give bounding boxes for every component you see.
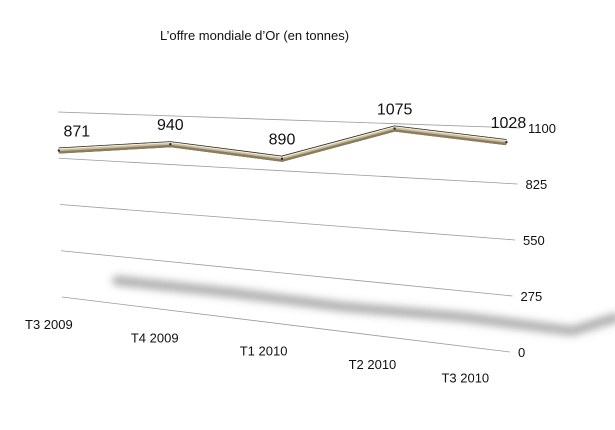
gridline [61,296,511,353]
chart-title: L’offre mondiale d’Or (en tonnes) [160,28,349,43]
data-point [57,149,61,152]
data-label: 871 [63,124,90,141]
x-tick-label: T2 2010 [349,357,397,372]
gridline [58,157,518,185]
gridline [57,111,521,129]
series-line-highlight [58,126,507,158]
data-label: 1075 [377,102,413,119]
gridline [60,250,513,297]
x-tick-label: T3 2010 [441,370,489,385]
x-tick-labels: T3 2009 T4 2009 T1 2010 T2 2010 T3 2010 [25,317,489,385]
x-tick-label: T1 2010 [240,344,288,359]
data-label: 1028 [491,115,527,132]
data-point [393,127,396,130]
line-layer [57,125,508,162]
y-tick-labels: 0 275 550 825 1100 [518,121,556,360]
data-label: 890 [269,132,296,149]
x-tick-label: T3 2009 [25,317,73,332]
y-tick-label: 275 [521,289,543,304]
data-point [280,157,284,160]
shadow-layer [112,275,615,336]
data-labels: 871 940 890 1075 1028 [63,102,526,149]
data-label: 940 [157,117,184,134]
series-line-shadow [112,275,615,336]
x-tick-label: T4 2009 [131,330,179,345]
y-tick-label: 0 [518,345,525,360]
data-point [169,142,172,146]
series-line-edge [58,128,507,162]
y-tick-label: 825 [526,177,548,192]
data-point [505,140,508,144]
gridline [59,204,516,241]
grid-layer [57,111,521,353]
y-tick-label: 550 [523,233,545,248]
y-tick-label: 1100 [528,121,556,136]
